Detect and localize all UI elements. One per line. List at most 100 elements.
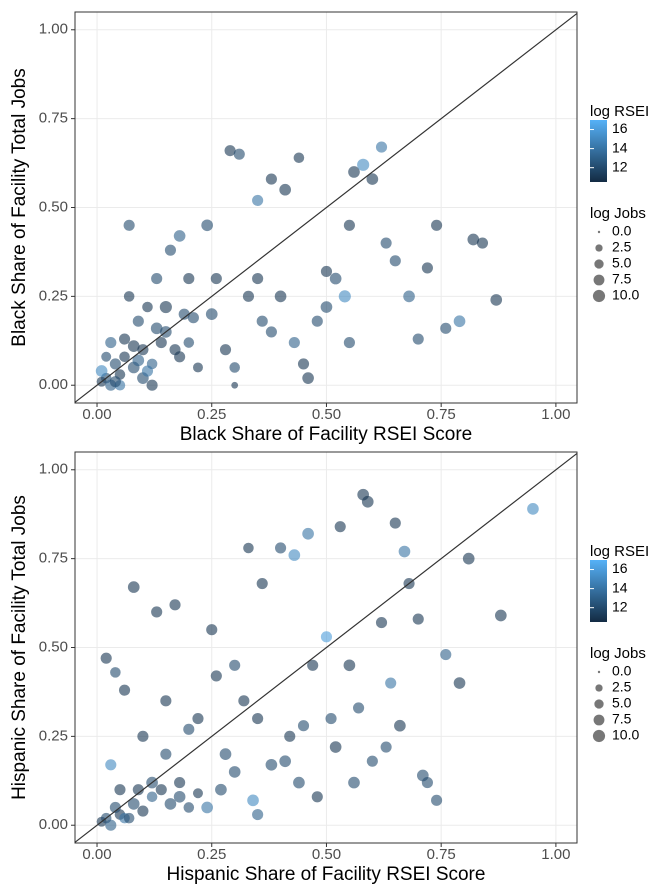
size-legend-title: log Jobs: [590, 645, 646, 662]
x-axis-title: Hispanic Share of Facility RSEI Score: [167, 864, 486, 884]
identity-line: [74, 12, 578, 403]
point: [256, 315, 268, 327]
point: [105, 819, 117, 831]
point: [325, 713, 337, 725]
size-key-label: 7.5: [612, 271, 632, 287]
point: [178, 308, 190, 320]
color-tick-label: 14: [612, 579, 628, 595]
point: [229, 362, 240, 373]
point: [205, 308, 218, 320]
point: [252, 713, 264, 725]
y-tick-label: 0.75: [39, 110, 68, 127]
point: [243, 542, 254, 554]
color-tick-label: 12: [612, 158, 628, 174]
point: [275, 542, 287, 554]
point: [206, 624, 218, 636]
point: [101, 351, 112, 362]
point: [146, 379, 158, 391]
point: [132, 784, 144, 796]
size-key-label: 10.0: [612, 287, 639, 303]
point: [394, 719, 406, 732]
y-tick-label: 0.00: [39, 376, 68, 393]
point: [412, 333, 424, 345]
y-axis-title: Black Share of Facility Total Jobs: [9, 68, 30, 346]
point: [366, 755, 378, 767]
point: [431, 794, 443, 806]
point: [110, 667, 121, 678]
x-axis-title: Black Share of Facility RSEI Score: [180, 424, 473, 445]
x-tick-label: 0.00: [82, 406, 111, 423]
point: [302, 372, 314, 384]
point: [127, 340, 140, 352]
point: [155, 337, 167, 349]
point: [440, 649, 452, 661]
point: [453, 677, 466, 689]
point: [247, 794, 259, 807]
point: [137, 730, 149, 742]
y-tick-label: 0.00: [39, 816, 68, 833]
point: [151, 606, 163, 618]
point: [467, 233, 480, 246]
x-tick-label: 0.50: [312, 846, 341, 863]
point: [389, 255, 401, 267]
size-key: [592, 289, 606, 303]
point: [123, 219, 135, 231]
point: [293, 152, 305, 164]
point: [265, 758, 278, 771]
point: [462, 552, 475, 565]
x-tick-label: 1.00: [541, 846, 570, 863]
point: [476, 237, 489, 249]
point: [357, 158, 370, 171]
point: [192, 788, 203, 799]
point: [174, 777, 186, 789]
y-tick-label: 1.00: [39, 461, 68, 478]
point: [265, 326, 277, 338]
point: [242, 290, 255, 302]
size-key: [597, 230, 601, 234]
size-key-label: 0.0: [612, 223, 632, 239]
point: [219, 748, 232, 760]
x-tick-label: 0.25: [197, 846, 226, 863]
size-key: [592, 729, 606, 743]
size-key-label: 5.0: [612, 695, 632, 711]
y-tick-label: 0.25: [39, 727, 68, 744]
x-tick-label: 1.00: [541, 406, 570, 423]
point: [307, 659, 319, 671]
points: [95, 141, 503, 391]
point: [252, 808, 264, 821]
size-key: [594, 259, 604, 269]
point: [297, 358, 310, 370]
y-tick-label: 0.25: [39, 287, 68, 304]
point: [416, 769, 429, 782]
point: [252, 194, 264, 206]
point: [169, 344, 181, 356]
point: [311, 315, 323, 327]
point: [375, 141, 388, 153]
point: [118, 684, 131, 696]
point: [348, 166, 360, 178]
point: [385, 677, 397, 689]
point: [274, 290, 287, 303]
color-legend-title: log RSEI: [590, 543, 649, 560]
point: [389, 517, 401, 529]
identity-line: [74, 452, 578, 843]
point: [380, 741, 392, 753]
size-key-label: 7.5: [612, 711, 632, 727]
x-tick-label: 0.75: [427, 406, 456, 423]
point: [105, 337, 117, 349]
point: [302, 527, 314, 540]
point: [453, 315, 466, 328]
point: [183, 723, 195, 735]
point: [119, 351, 130, 363]
point: [421, 262, 433, 274]
point: [343, 659, 356, 672]
y-axis-title: Hispanic Share of Facility Total Jobs: [9, 495, 30, 800]
point: [127, 798, 140, 810]
point: [132, 354, 145, 367]
size-key: [595, 244, 603, 252]
color-tick-label: 16: [612, 560, 628, 576]
point: [141, 365, 154, 377]
point: [265, 173, 277, 185]
point: [123, 812, 135, 824]
point: [366, 173, 379, 185]
